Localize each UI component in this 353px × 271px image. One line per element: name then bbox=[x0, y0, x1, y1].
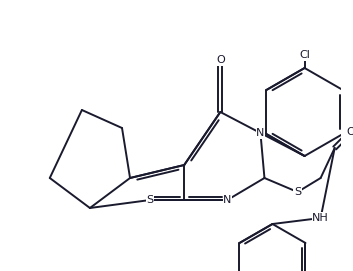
Text: O: O bbox=[216, 55, 225, 65]
Text: S: S bbox=[294, 187, 301, 197]
Text: N: N bbox=[256, 128, 265, 138]
Text: S: S bbox=[146, 195, 154, 205]
Text: O: O bbox=[346, 127, 353, 137]
Text: NH: NH bbox=[312, 213, 329, 223]
Text: Cl: Cl bbox=[299, 50, 310, 60]
Text: N: N bbox=[223, 195, 232, 205]
